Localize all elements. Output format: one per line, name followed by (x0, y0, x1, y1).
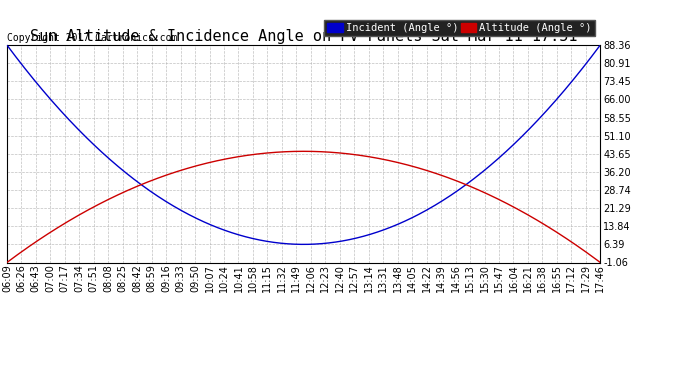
Legend: Incident (Angle °), Altitude (Angle °): Incident (Angle °), Altitude (Angle °) (324, 20, 595, 36)
Title: Sun Altitude & Incidence Angle on PV Panels Sat Mar 11 17:51: Sun Altitude & Incidence Angle on PV Pan… (30, 29, 578, 44)
Text: Copyright 2017 Cartronics.com: Copyright 2017 Cartronics.com (7, 33, 177, 43)
